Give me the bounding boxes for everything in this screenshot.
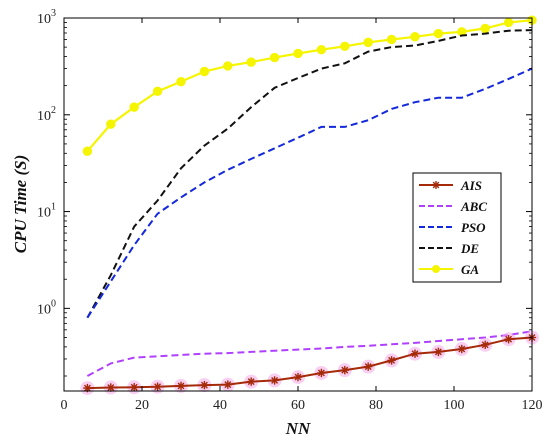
series-line-abc	[86, 330, 533, 377]
x-tick-label: 120	[522, 398, 543, 413]
point-ga	[316, 45, 327, 55]
point-ga	[269, 52, 280, 63]
legend-marker-ais	[432, 181, 440, 189]
legend-item-pso: PSO	[419, 220, 486, 235]
x-tick-label: 80	[369, 398, 383, 413]
point-ga	[433, 28, 444, 39]
point-ga	[152, 86, 163, 96]
y-tick-label: 103	[37, 8, 56, 27]
point-ais	[130, 383, 139, 392]
point-ga	[386, 34, 397, 45]
x-tick-label: 20	[135, 398, 149, 413]
point-ga	[223, 61, 233, 71]
legend-box	[412, 172, 502, 283]
point-ga	[106, 119, 116, 129]
point-ais	[293, 372, 303, 382]
point-ga	[410, 32, 420, 42]
y-tick-label: 102	[37, 105, 56, 124]
point-ais	[176, 381, 186, 391]
point-ais	[270, 376, 279, 385]
legend-marker-ga	[432, 265, 440, 273]
point-ga	[176, 76, 186, 87]
point-ga	[82, 146, 93, 156]
y-axis-title: CPU Time (S)	[11, 155, 30, 254]
y-axis: 100 101 102 103	[37, 8, 532, 377]
x-tick-label: 0	[61, 398, 68, 413]
point-ais	[106, 383, 115, 392]
point-ais	[247, 377, 256, 386]
point-ais	[481, 340, 490, 350]
point-ga	[340, 41, 350, 52]
y-tick-label: 100	[37, 298, 56, 317]
point-ga	[503, 17, 514, 28]
legend-item-abc: ABC	[419, 199, 487, 214]
legend: AIS ABC PSO DE GA	[412, 172, 502, 283]
point-ais	[504, 335, 513, 344]
legend-label-ga: GA	[461, 262, 479, 277]
x-tick-label: 60	[291, 398, 305, 413]
point-ais	[434, 347, 443, 357]
legend-item-ga: GA	[419, 262, 479, 277]
point-ga	[129, 102, 139, 112]
series-line-pso	[86, 67, 533, 319]
x-tick-label: 100	[444, 398, 465, 413]
point-ais	[153, 382, 162, 391]
point-ais	[340, 365, 349, 375]
point-ais	[364, 362, 373, 371]
point-ga	[199, 66, 210, 77]
point-ga	[293, 48, 303, 59]
x-axis: 0 20 40 60 80 100 120	[61, 18, 543, 413]
point-ais	[223, 380, 232, 389]
point-ais	[457, 344, 466, 354]
legend-item-de: DE	[419, 241, 479, 256]
point-ga	[480, 23, 490, 34]
x-axis-title: NN	[285, 419, 311, 438]
point-ais	[410, 349, 420, 358]
legend-label-abc: ABC	[460, 199, 487, 214]
point-ais	[317, 368, 326, 378]
legend-label-pso: PSO	[461, 220, 486, 235]
point-ga	[363, 37, 373, 48]
x-tick-label: 40	[213, 398, 227, 413]
legend-item-ais: AIS	[419, 178, 482, 193]
point-ais	[387, 356, 396, 365]
point-ais	[200, 380, 209, 390]
series-line-de	[86, 29, 533, 319]
y-tick-label: 101	[37, 202, 56, 221]
legend-label-ais: AIS	[460, 178, 482, 193]
point-ga	[246, 57, 256, 67]
legend-label-de: DE	[460, 241, 479, 256]
